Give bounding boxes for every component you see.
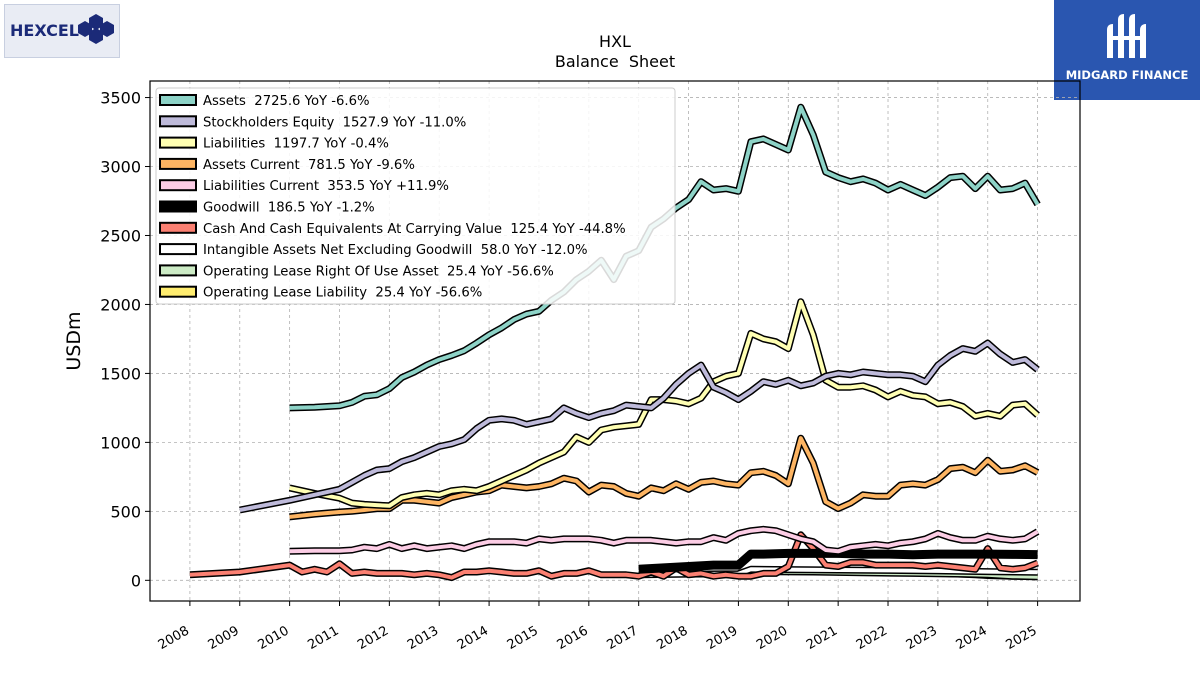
x-tick-label: 2025 bbox=[1003, 623, 1039, 653]
midgard-finance-logo-text: MIDGARD FINANCE bbox=[1065, 68, 1189, 82]
y-axis-label: USDm bbox=[63, 311, 85, 370]
x-tick-label: 2020 bbox=[754, 623, 790, 653]
y-tick-label: 0 bbox=[131, 571, 141, 590]
legend-entry: Operating Lease Right Of Use Asset 25.4 … bbox=[159, 264, 554, 279]
y-tick-label: 500 bbox=[110, 502, 141, 521]
x-tick-label: 2018 bbox=[654, 623, 690, 653]
legend-swatch bbox=[159, 221, 197, 234]
legend-entry: Cash And Cash Equivalents At Carrying Va… bbox=[159, 221, 626, 237]
legend-label: Stockholders Equity 1527.9 YoY -11.0% bbox=[203, 115, 466, 130]
midgard-monogram-icon bbox=[1107, 14, 1146, 58]
plot-frame bbox=[149, 80, 1081, 602]
midgard-finance-logo: MIDGARD FINANCE bbox=[1054, 0, 1200, 100]
y-tick-label: 3500 bbox=[100, 89, 141, 108]
hexagon-cluster-icon bbox=[78, 14, 114, 44]
y-tick-label: 1500 bbox=[100, 364, 141, 383]
legend-entry: Liabilities 1197.7 YoY -0.4% bbox=[159, 136, 389, 152]
series-line bbox=[289, 436, 1039, 519]
legend-swatch bbox=[159, 136, 197, 149]
legend-label: Cash And Cash Equivalents At Carrying Va… bbox=[203, 222, 626, 237]
series-liabilities bbox=[288, 298, 1040, 510]
series-line bbox=[289, 527, 1039, 554]
x-tick-label: 2014 bbox=[455, 623, 491, 653]
chart-title: HXL bbox=[599, 32, 631, 51]
x-tick-label: 2016 bbox=[555, 623, 591, 653]
series-line bbox=[289, 299, 1039, 508]
series-stockholders-equity bbox=[239, 339, 1040, 514]
legend-entry: Assets Current 781.5 YoY -9.6% bbox=[159, 157, 415, 173]
legend-label: Assets Current 781.5 YoY -9.6% bbox=[203, 158, 415, 173]
legend-label: Liabilities Current 353.5 YoY +11.9% bbox=[203, 179, 449, 194]
legend-entry: Operating Lease Liability 25.4 YoY -56.6… bbox=[159, 285, 482, 301]
legend-label: Goodwill 186.5 YoY -1.2% bbox=[203, 201, 375, 216]
x-tick-label: 2024 bbox=[954, 623, 990, 653]
legend-label: Liabilities 1197.7 YoY -0.4% bbox=[203, 137, 389, 152]
series-assets bbox=[289, 103, 1041, 412]
legend-swatch bbox=[159, 115, 197, 128]
y-tick-label: 1000 bbox=[100, 433, 141, 452]
x-tick-label: 2012 bbox=[355, 623, 391, 653]
y-tick-label: 3000 bbox=[100, 158, 141, 177]
legend-entry: Goodwill 186.5 YoY -1.2% bbox=[159, 200, 375, 216]
series-line bbox=[239, 341, 1039, 512]
legend: Assets 2725.6 YoY -6.6% Stockholders Equi… bbox=[155, 87, 676, 305]
legend-swatch bbox=[159, 179, 197, 192]
legend-swatch bbox=[159, 94, 197, 106]
x-tick-label: 2013 bbox=[405, 623, 441, 653]
x-tick-label: 2022 bbox=[854, 623, 890, 653]
series-lines bbox=[189, 103, 1041, 582]
chart-subtitle: Balance Sheet bbox=[554, 52, 676, 71]
series-line bbox=[289, 105, 1040, 410]
legend-label: Assets 2725.6 YoY -6.6% bbox=[203, 94, 370, 109]
x-tick-label: 2015 bbox=[505, 623, 541, 653]
x-tick-label: 2008 bbox=[156, 623, 192, 653]
chart-title-block: HXL Balance Sheet bbox=[515, 32, 715, 72]
legend-label: Operating Lease Right Of Use Asset 25.4 … bbox=[203, 264, 554, 279]
x-tick-label: 2011 bbox=[305, 623, 341, 653]
series-liabilities-current bbox=[289, 525, 1040, 555]
x-tick-label: 2021 bbox=[804, 623, 840, 653]
hexcel-logo-text: HEXCEL bbox=[10, 21, 79, 40]
x-tick-label: 2017 bbox=[605, 623, 641, 653]
legend-entry: Liabilities Current 353.5 YoY +11.9% bbox=[159, 179, 449, 194]
legend-swatch bbox=[159, 200, 197, 213]
x-tick-label: 2019 bbox=[704, 623, 740, 653]
legend-box bbox=[155, 87, 676, 305]
x-tick-label: 2009 bbox=[206, 623, 242, 653]
legend-label: Operating Lease Liability 25.4 YoY -56.6… bbox=[203, 286, 482, 301]
y-tick-label: 2000 bbox=[100, 295, 141, 314]
y-tick-label: 2500 bbox=[100, 226, 141, 245]
legend-label: Intangible Assets Net Excluding Goodwill… bbox=[203, 243, 588, 258]
legend-swatch bbox=[159, 285, 197, 298]
legend-swatch bbox=[159, 243, 197, 256]
legend-swatch bbox=[159, 264, 197, 277]
x-tick-label: 2023 bbox=[904, 623, 940, 653]
legend-swatch bbox=[159, 157, 197, 170]
legend-entry: Stockholders Equity 1527.9 YoY -11.0% bbox=[159, 115, 466, 130]
series-line-outline bbox=[289, 434, 1040, 521]
series-line-outline bbox=[288, 298, 1040, 510]
x-tick-label: 2010 bbox=[255, 623, 291, 653]
hexcel-logo: HEXCEL bbox=[4, 4, 120, 58]
series-assets-current bbox=[289, 434, 1040, 521]
legend-entry: Assets 2725.6 YoY -6.6% bbox=[159, 94, 370, 109]
legend-entry: Intangible Assets Net Excluding Goodwill… bbox=[159, 243, 588, 258]
